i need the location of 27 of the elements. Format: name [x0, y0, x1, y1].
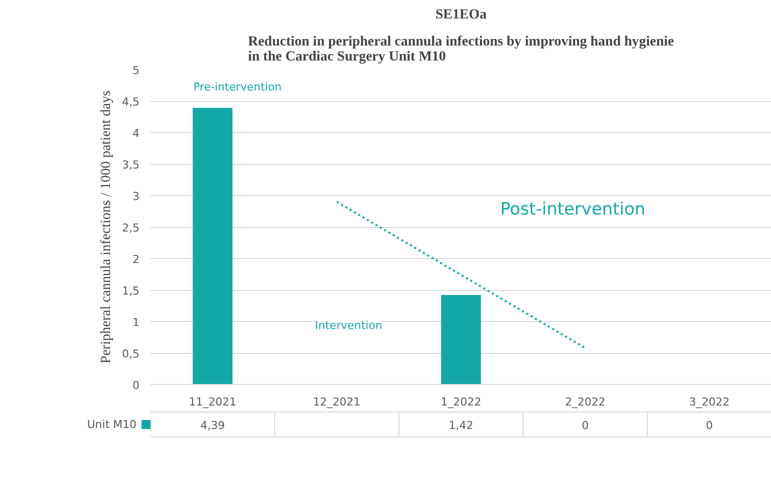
data-label: 0: [706, 419, 713, 432]
data-label: 1,42: [448, 419, 474, 432]
annotation: Intervention: [315, 318, 382, 332]
y-tick-label: 3: [132, 190, 140, 203]
data-label: 0: [582, 419, 589, 432]
chart-title: SE1EOa: [435, 8, 487, 22]
y-tick-label: 4,5: [122, 96, 140, 108]
annotation: Pre-intervention: [193, 80, 282, 94]
y-tick-label: 3,5: [122, 158, 140, 172]
x-tick-label: 2_2022: [564, 396, 606, 408]
y-tick-label: 0,5: [122, 348, 140, 360]
x-tick-label: 11_2021: [188, 396, 236, 408]
x-tick-label: 1_2022: [440, 396, 482, 408]
legend-label: Unit M10: [87, 418, 137, 431]
annotation: Post-intervention: [500, 199, 646, 220]
chart-subtitle: Reduction in peripheral cannula infections by improving hand hygienie in the Cardiac Surgery Unit M10: [248, 34, 674, 64]
y-tick-label: 2: [132, 253, 140, 266]
x-tick-label: 3_2022: [689, 396, 730, 408]
data-label: 4,39: [200, 419, 225, 432]
y-tick-label: 4: [132, 127, 140, 140]
y-axis-title: Peripheral cannula infections / 1000 patient days: [99, 90, 114, 364]
y-tick-label: 0: [132, 379, 140, 392]
y-tick-label: 1,5: [122, 284, 140, 298]
y-tick-label: 2,5: [122, 222, 140, 234]
y-tick-label: 1: [132, 316, 140, 329]
y-tick-label: 5: [132, 64, 140, 77]
x-tick-label: 12_2021: [313, 396, 361, 408]
